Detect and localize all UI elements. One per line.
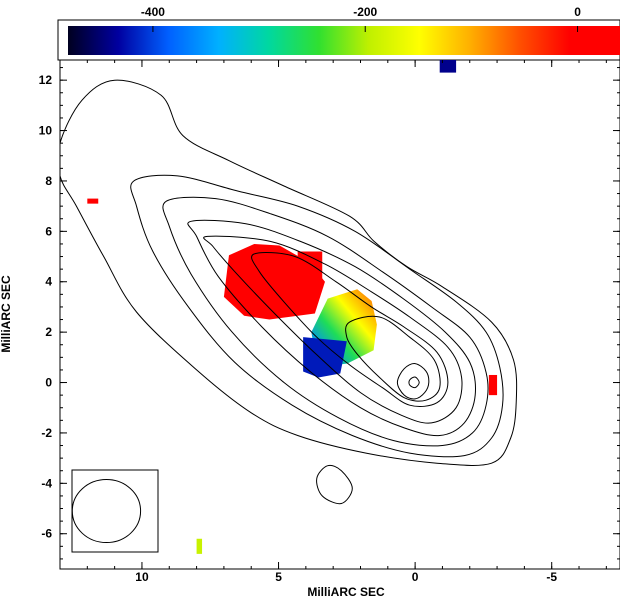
y-tick-label: -4 (41, 476, 52, 490)
contour-line (130, 174, 504, 458)
x-tick-label: 0 (412, 570, 419, 584)
colorbar-tick-label: 0 (574, 5, 581, 19)
contour-line (316, 464, 353, 505)
x-axis-label: MilliARC SEC (307, 585, 385, 599)
y-tick-label: 2 (45, 325, 52, 339)
x-tick-label: 5 (275, 570, 282, 584)
intensity-contours (60, 79, 518, 505)
y-tick-label: 6 (45, 224, 52, 238)
x-tick-label: 10 (135, 570, 149, 584)
contour-line (162, 196, 489, 447)
y-tick-label: 10 (39, 124, 53, 138)
x-axis: 10 5 0 -5 (86, 60, 607, 584)
contour-line (60, 79, 518, 466)
contour-line (187, 219, 476, 437)
colorbar-ticks: -400 -200 0 (141, 5, 581, 32)
y-axis-label: MilliARC SEC (0, 275, 13, 353)
beam-inset (71, 469, 159, 553)
x-tick-label: -5 (546, 570, 557, 584)
rm-pixel-region (488, 374, 498, 396)
y-tick-label: -2 (41, 426, 52, 440)
rm-pixel-region (87, 198, 99, 204)
contour-line (396, 363, 430, 400)
contour-line (345, 315, 441, 402)
colorbar-tick-label: -200 (353, 5, 377, 19)
rm-pixel-region (303, 337, 347, 378)
contour-line (251, 251, 449, 408)
rm-pixel-region (196, 538, 203, 554)
contour-line (203, 235, 463, 424)
colorbar-tick-label: -400 (141, 5, 165, 19)
y-tick-label: 8 (45, 174, 52, 188)
y-tick-label: -6 (41, 527, 52, 541)
rm-pixel-region (439, 60, 457, 73)
y-tick-label: 0 (45, 376, 52, 390)
y-tick-label: 4 (45, 275, 52, 289)
y-tick-label: 12 (39, 73, 53, 87)
beam-box (71, 469, 159, 553)
beam-ellipse (71, 479, 142, 544)
contour-line (408, 376, 420, 389)
colorbar (68, 26, 620, 55)
